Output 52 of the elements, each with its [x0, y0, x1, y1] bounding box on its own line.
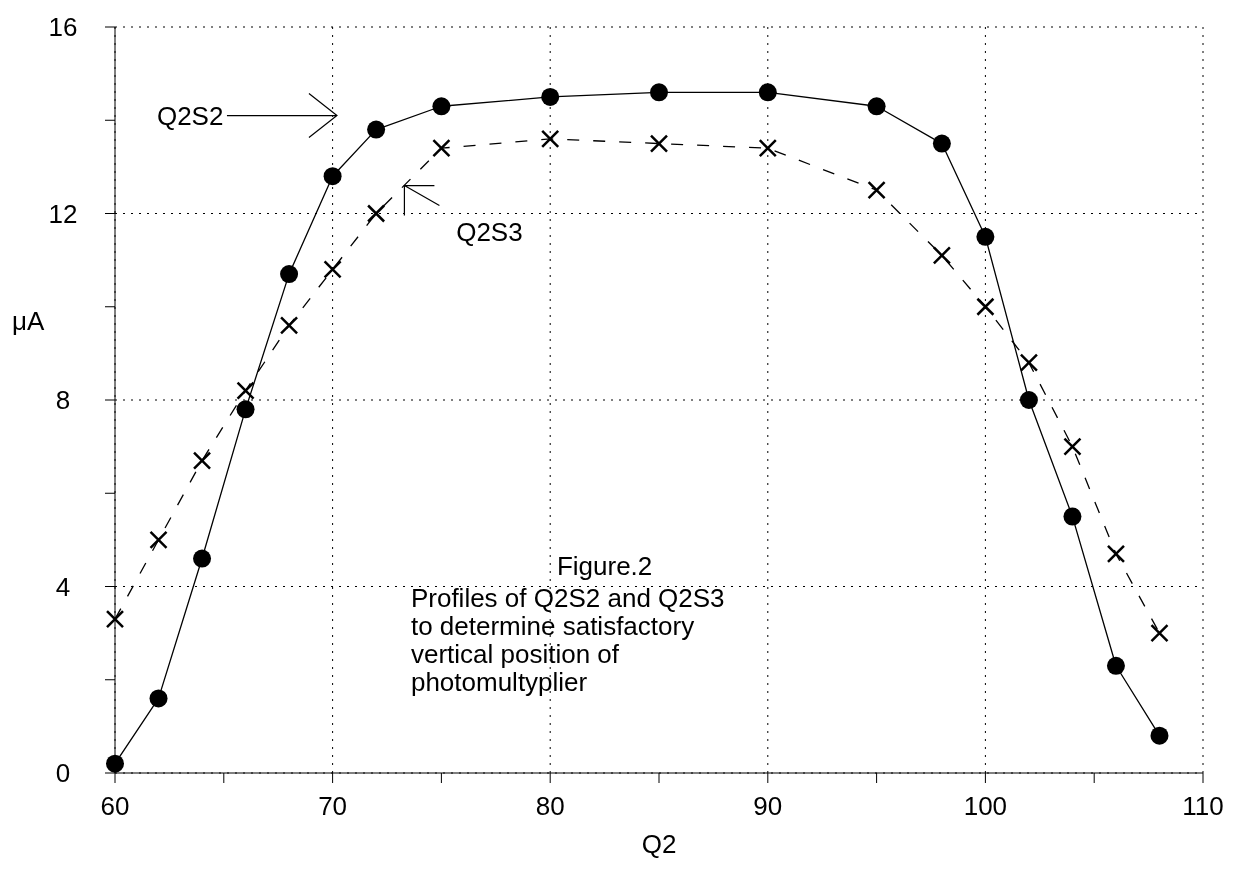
point — [432, 138, 451, 158]
point — [236, 381, 255, 400]
point — [976, 227, 995, 246]
point — [867, 97, 886, 116]
point — [323, 260, 342, 279]
point — [932, 134, 951, 153]
y-tick-label: 0 — [55, 758, 71, 788]
x-axis-title: Q2 — [641, 829, 677, 859]
y-tick-label: 8 — [55, 385, 71, 415]
point — [650, 83, 668, 102]
point — [541, 87, 560, 106]
legend-label: Q2S2 — [156, 100, 224, 131]
point — [976, 297, 995, 316]
point — [1150, 726, 1169, 745]
point — [540, 129, 560, 149]
point — [366, 204, 386, 223]
annotation: Profiles of Q2S2 and Q2S3 to determine satisfactory vertical position of photomultyplier — [410, 583, 725, 698]
x-tick-label: 60 — [100, 791, 130, 821]
point — [758, 83, 777, 102]
point — [1106, 656, 1125, 675]
point — [236, 400, 255, 419]
point — [105, 609, 125, 629]
x-tick-label: 110 — [1182, 791, 1224, 821]
point — [1106, 544, 1126, 564]
point — [867, 180, 886, 200]
y-tick-label: 16 — [48, 12, 78, 42]
point — [192, 451, 212, 470]
point — [758, 138, 778, 158]
y-tick-label: 12 — [48, 198, 78, 229]
x-tick-label: 90 — [753, 791, 783, 821]
point — [280, 265, 299, 284]
point — [323, 167, 342, 186]
point — [193, 549, 212, 568]
text: Q2S3 — [456, 216, 523, 247]
point — [649, 134, 669, 153]
point — [1019, 391, 1038, 409]
point — [149, 689, 168, 708]
point — [1063, 437, 1082, 456]
point — [1063, 507, 1082, 526]
point — [932, 246, 952, 265]
point — [279, 316, 299, 335]
annotation: Figure.2 — [556, 550, 653, 581]
point — [149, 530, 168, 550]
point — [1150, 623, 1169, 643]
y-axis-title: μA — [12, 306, 45, 337]
y-tick-label: 4 — [55, 571, 71, 602]
point — [1019, 353, 1039, 372]
x-tick-label: 100 — [963, 791, 1008, 821]
x-tick-label: 70 — [318, 791, 348, 821]
point — [432, 97, 451, 116]
point — [367, 120, 386, 139]
x-tick-label: 80 — [535, 791, 565, 821]
